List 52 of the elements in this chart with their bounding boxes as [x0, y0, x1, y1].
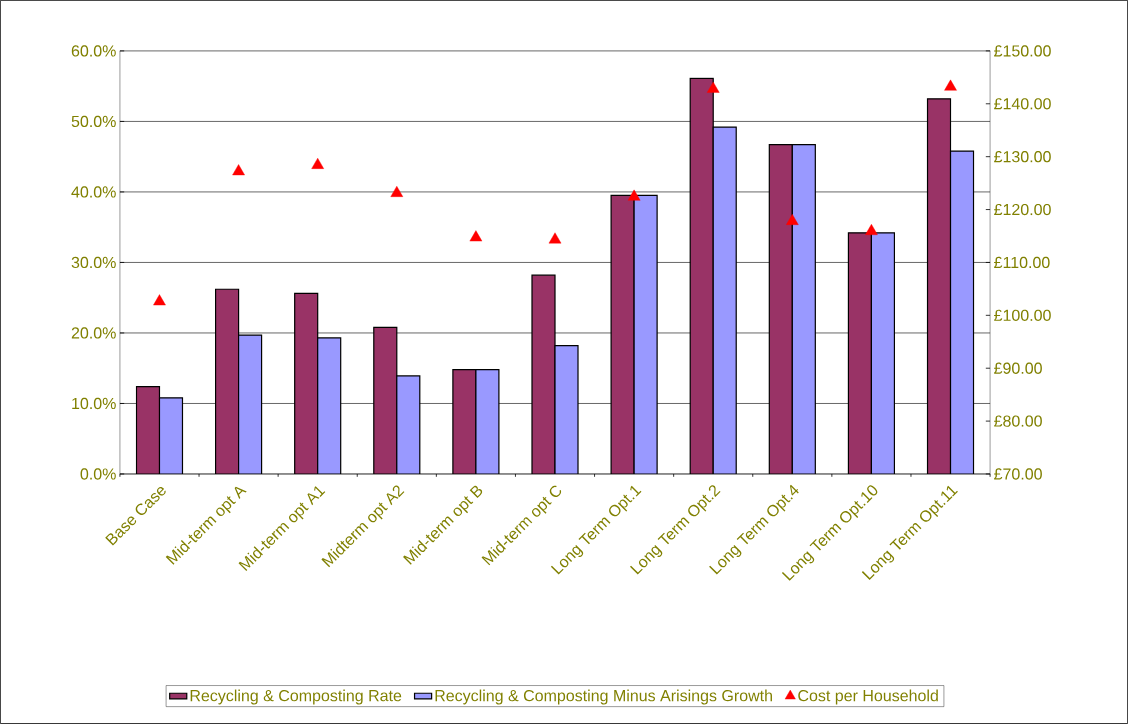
- bar: [555, 345, 579, 475]
- y2-tick-label: £80.00: [994, 415, 1042, 427]
- y2-tick-label: £150.00: [994, 45, 1051, 57]
- y-tick-label: 30.0%: [71, 256, 116, 269]
- y-tick-label: 20.0%: [71, 327, 116, 339]
- bar: [532, 275, 555, 475]
- bar: [238, 335, 262, 475]
- bar: [611, 195, 635, 475]
- point: [232, 164, 245, 176]
- point: [706, 81, 720, 93]
- bar: [949, 150, 975, 475]
- legend-label: Recycling & Composting Rate: [190, 689, 402, 705]
- bar: [452, 369, 476, 475]
- y2-tick-label: £120.00: [994, 203, 1051, 216]
- bar: [136, 386, 160, 475]
- y2-tick-label: £140.00: [994, 98, 1051, 110]
- legend-label: Recycling & Composting Minus Arisings Growth: [435, 689, 772, 705]
- bar: [792, 144, 816, 475]
- bar: [373, 327, 397, 475]
- point: [311, 157, 324, 169]
- point: [627, 189, 641, 201]
- bar: [294, 293, 318, 475]
- y2-tick-label: £100.00: [994, 309, 1051, 322]
- bar: [317, 337, 341, 475]
- bar: [871, 232, 895, 475]
- bar: [396, 376, 420, 475]
- point: [786, 214, 799, 225]
- bar: [713, 127, 737, 475]
- bar: [215, 289, 239, 475]
- y-tick-label: 10.0%: [72, 397, 116, 410]
- point: [548, 232, 562, 244]
- y-tick-label: 50.0%: [71, 115, 116, 128]
- y-tick-label: 0.0%: [80, 468, 116, 480]
- bar: [690, 78, 714, 475]
- bar: [769, 144, 793, 475]
- point: [944, 79, 957, 91]
- point: [390, 185, 404, 197]
- bar: [848, 232, 872, 475]
- y-tick-label: 40.0%: [71, 186, 116, 198]
- legend-label: Cost per Household: [798, 689, 938, 705]
- y2-tick-label: £70.00: [994, 468, 1042, 480]
- bar: [475, 369, 499, 475]
- point: [469, 230, 483, 242]
- y-tick-label: 60.0%: [71, 45, 116, 57]
- point: [153, 294, 166, 306]
- bar: [159, 397, 183, 475]
- y2-tick-label: £110.00: [994, 256, 1050, 269]
- y2-tick-label: £130.00: [994, 151, 1051, 163]
- bar: [634, 195, 658, 475]
- bar: [926, 98, 952, 475]
- point: [865, 224, 878, 235]
- y2-tick-label: £90.00: [994, 362, 1042, 374]
